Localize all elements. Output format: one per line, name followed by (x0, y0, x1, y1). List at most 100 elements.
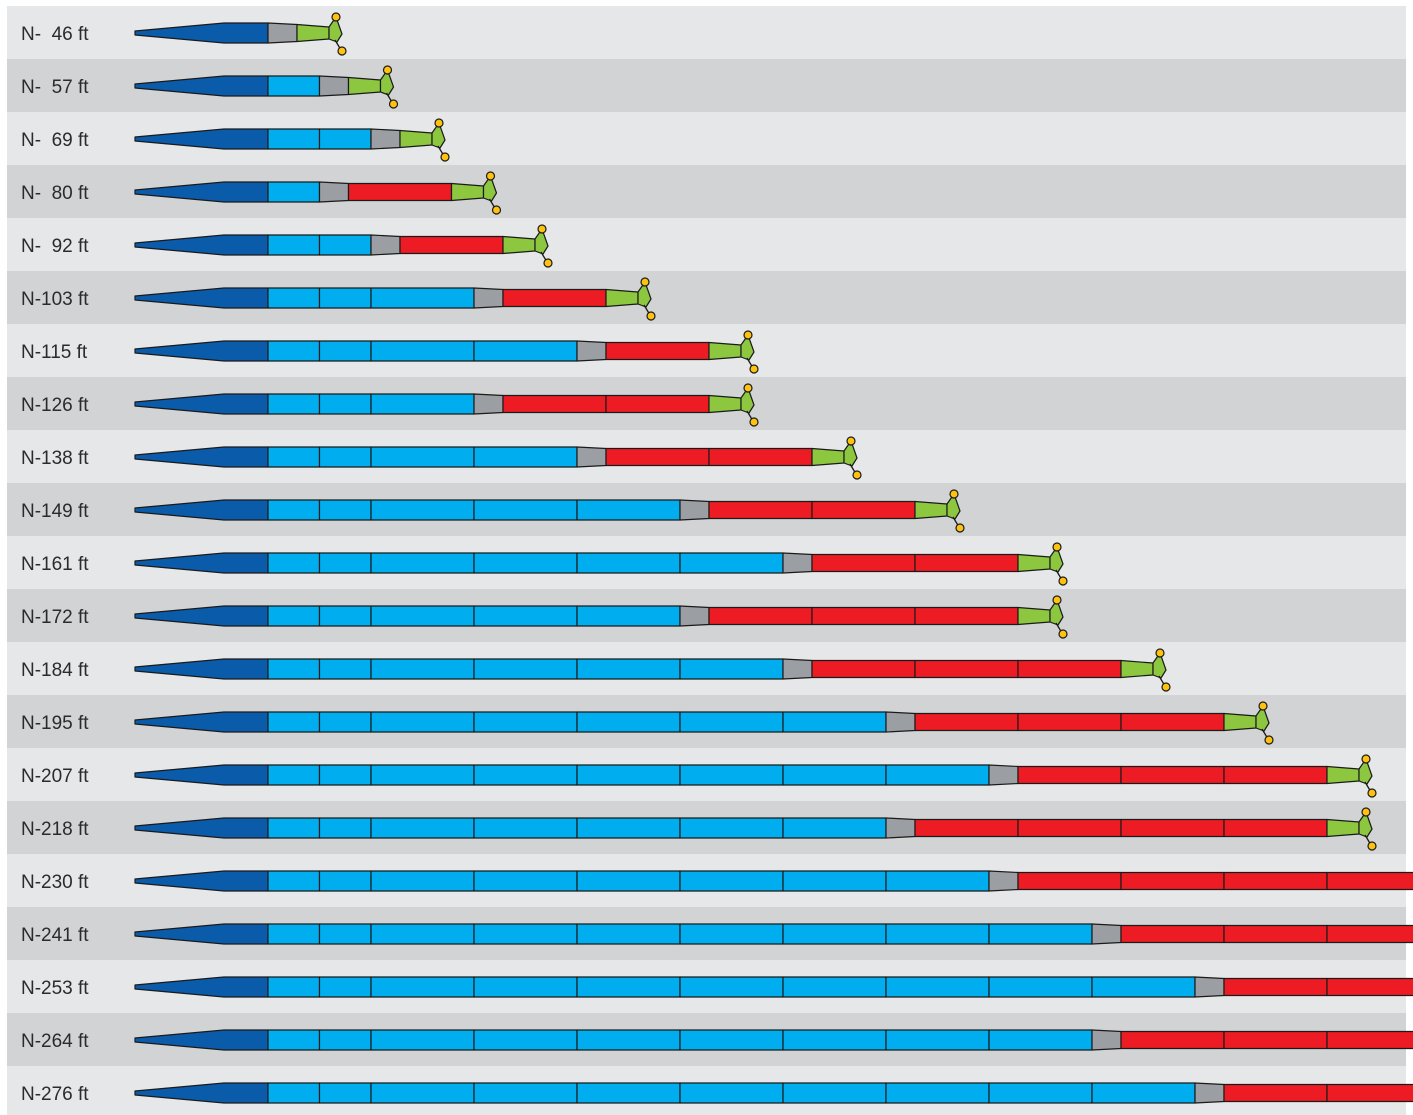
boom-tip (1120, 648, 1171, 692)
insert-section (679, 1082, 784, 1104)
row-label: N-218 ft (21, 819, 89, 840)
extension-section (347, 182, 453, 202)
boom-row: N- 46 ft (7, 6, 1406, 59)
upper-sheave-icon (1155, 648, 1165, 658)
row-label: N-184 ft (21, 660, 89, 681)
extension-section (708, 500, 813, 520)
adapter-section (988, 764, 1019, 786)
insert-section (473, 764, 578, 786)
insert-section (318, 234, 372, 256)
insert-section (988, 923, 1093, 945)
insert-section (267, 552, 321, 574)
upper-sheave-icon (485, 171, 496, 181)
lower-sheave-icon (543, 258, 553, 268)
insert-section (473, 605, 578, 627)
boom-row: N-276 ft (7, 1066, 1413, 1115)
extension-section (1326, 977, 1413, 997)
extension-section (1017, 765, 1122, 785)
insert-section (318, 976, 372, 998)
lower-sheave-icon (440, 152, 450, 162)
upper-sheave-icon (640, 277, 650, 287)
extension-section (1017, 818, 1122, 838)
insert-section (885, 923, 990, 945)
row-label: N-241 ft (21, 925, 89, 946)
extension-section (1223, 765, 1328, 785)
insert-section (885, 1082, 990, 1104)
insert-section (267, 764, 321, 786)
insert-section (267, 181, 321, 203)
row-label: N-138 ft (21, 448, 89, 469)
row-label: N-115 ft (21, 342, 88, 363)
insert-section (318, 287, 372, 309)
insert-section (576, 711, 681, 733)
extension-section (1223, 1083, 1328, 1103)
insert-section (885, 976, 990, 998)
insert-section (318, 1029, 372, 1051)
lower-sheave-icon (337, 46, 347, 56)
insert-section (267, 1029, 321, 1051)
extension-section (914, 659, 1019, 679)
adapter-section (370, 234, 401, 256)
insert-section (782, 1082, 887, 1104)
extension-section (1326, 1083, 1413, 1103)
row-label: N-253 ft (21, 978, 89, 999)
insert-section (267, 711, 321, 733)
insert-section (473, 499, 578, 521)
adapter-section (473, 287, 504, 309)
boom-tip (296, 12, 347, 56)
row-label: N-172 ft (21, 607, 89, 628)
boom-tip (450, 171, 502, 215)
boom-tip (914, 489, 965, 533)
insert-section (370, 340, 475, 362)
insert-section (679, 711, 784, 733)
lower-sheave-icon (1058, 576, 1068, 586)
upper-sheave-icon (743, 330, 753, 340)
insert-section (679, 1029, 784, 1051)
insert-section (267, 393, 321, 415)
insert-section (318, 128, 372, 150)
insert-section (576, 1029, 681, 1051)
insert-section (473, 870, 578, 892)
insert-section (885, 764, 990, 786)
insert-section (473, 711, 578, 733)
boom-row: N-207 ft (7, 748, 1406, 801)
adapter-section (679, 499, 710, 521)
insert-section (370, 393, 475, 415)
boom-tip (708, 330, 759, 374)
extension-section (1120, 765, 1225, 785)
insert-section (370, 711, 475, 733)
extension-section (399, 235, 504, 255)
tip-section (450, 182, 485, 202)
insert-section (370, 499, 475, 521)
insert-section (370, 817, 475, 839)
boom-row: N-195 ft (7, 695, 1406, 748)
tip-section (708, 341, 742, 361)
adapter-section (1091, 1029, 1122, 1051)
insert-section (782, 923, 887, 945)
insert-section (318, 711, 372, 733)
boom-tip (708, 383, 759, 427)
insert-section (318, 446, 372, 468)
lower-sheave-icon (749, 364, 759, 374)
insert-section (576, 658, 681, 680)
extension-section (811, 500, 916, 520)
lower-sheave-icon (749, 417, 759, 427)
extension-section (811, 659, 916, 679)
boom-row: N-149 ft (7, 483, 1406, 536)
boom-tip (1017, 595, 1068, 639)
extension-section (1326, 1030, 1413, 1050)
insert-section (576, 764, 681, 786)
insert-section (370, 1082, 475, 1104)
upper-sheave-icon (1361, 807, 1371, 817)
adapter-section (1194, 1082, 1225, 1104)
insert-section (576, 923, 681, 945)
row-label: N-149 ft (21, 501, 89, 522)
insert-section (370, 658, 475, 680)
boom-tip (811, 436, 862, 480)
insert-section (988, 1029, 1093, 1051)
boom-row: N-241 ft (7, 907, 1413, 960)
insert-section (267, 976, 321, 998)
insert-section (318, 923, 372, 945)
insert-section (473, 923, 578, 945)
insert-section (988, 976, 1093, 998)
